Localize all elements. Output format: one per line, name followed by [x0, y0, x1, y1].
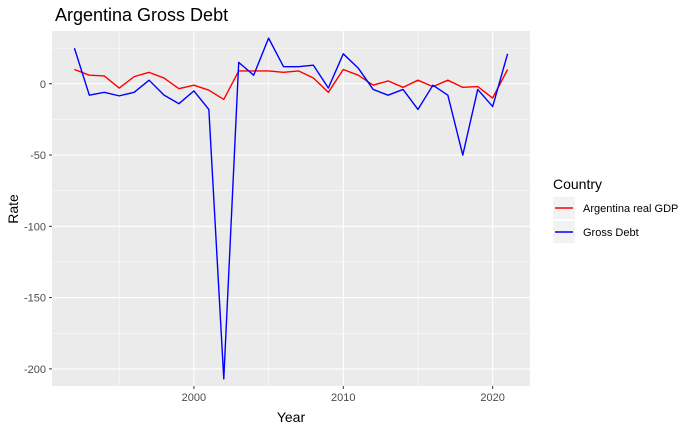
plot-panel [52, 31, 530, 386]
x-tick-label: 2010 [331, 392, 355, 404]
legend-title: Country [553, 176, 602, 192]
legend: Country Argentina real GDP Gross Debt [553, 176, 678, 243]
grid-lines [52, 31, 530, 386]
series-line-0 [74, 68, 509, 101]
series-line-1 [73, 37, 509, 380]
x-axis-ticks: 2000 2010 2020 [182, 386, 505, 404]
y-tick-label: -50 [30, 150, 46, 162]
y-tick-label: -100 [24, 221, 46, 233]
data-series [73, 37, 509, 380]
y-tick-label: 0 [40, 79, 46, 91]
x-tick-label: 2020 [480, 392, 504, 404]
y-tick-label: -200 [24, 364, 46, 376]
x-axis-title: Year [277, 409, 306, 425]
y-tick-label: -150 [24, 293, 46, 305]
legend-label-0: Argentina real GDP [583, 203, 678, 215]
y-axis-ticks: 0 -50 -100 -150 -200 [24, 79, 52, 376]
x-tick-label: 2000 [182, 392, 206, 404]
y-axis-title: Rate [5, 194, 21, 224]
chart-title: Argentina Gross Debt [55, 5, 228, 25]
legend-label-1: Gross Debt [583, 227, 639, 239]
